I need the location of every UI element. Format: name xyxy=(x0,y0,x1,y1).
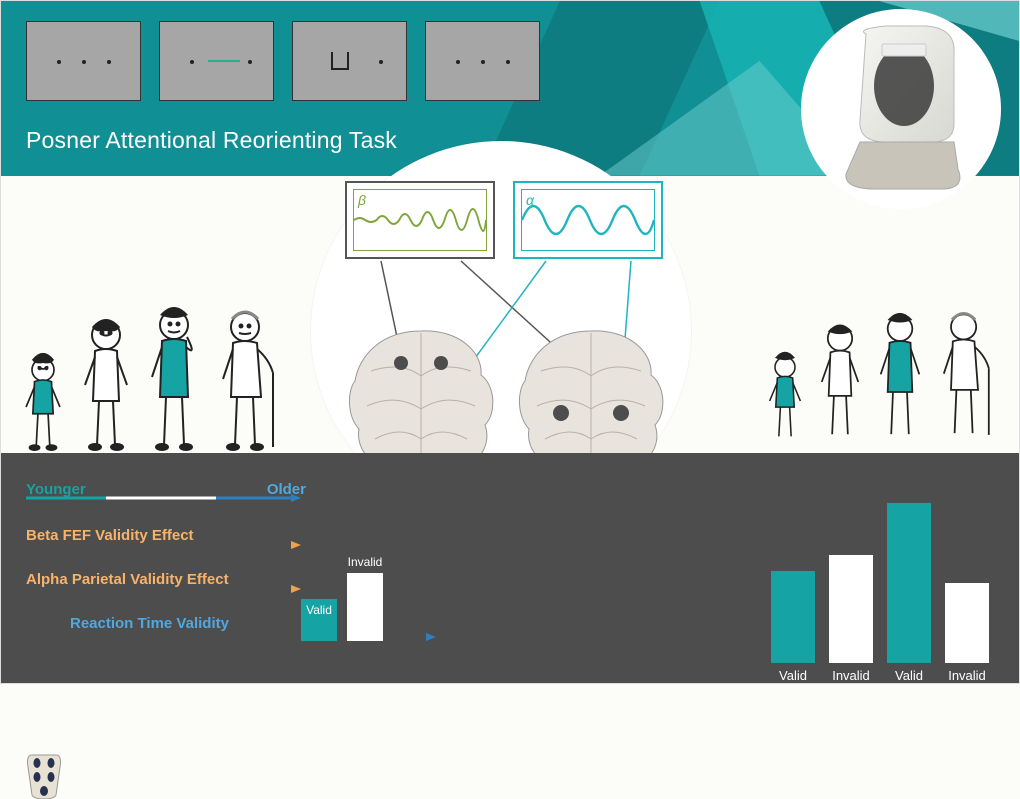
task-screen-3 xyxy=(292,21,407,101)
gradient-arrow-icon xyxy=(26,585,301,593)
alpha-roi-left xyxy=(553,405,569,421)
bar-invalid: Invalid xyxy=(829,555,873,663)
people-right xyxy=(761,301,1005,441)
person-adult-icon xyxy=(141,301,207,451)
people-left xyxy=(15,301,291,451)
meg-device-icon xyxy=(826,24,976,194)
mini-bar-chart: Valid Invalid xyxy=(301,573,383,641)
legend-row-beta: Beta FEF Validity Effect xyxy=(26,515,406,555)
bar-valid: Valid xyxy=(301,599,337,641)
bottom-panel: Younger Older Beta FEF Validity Effect xyxy=(1,453,1019,683)
bar-valid: Valid xyxy=(887,503,931,663)
big-bar-chart: Valid Invalid Valid Invalid xyxy=(771,503,989,663)
task-screens xyxy=(26,21,540,101)
beta-roi-left xyxy=(394,356,408,370)
person-young-icon xyxy=(813,316,867,441)
axis-arrow-icon xyxy=(26,493,301,503)
gradient-arrow-icon xyxy=(26,541,301,549)
cue-arrow-icon xyxy=(208,60,240,62)
person-elderly-icon xyxy=(211,301,291,451)
response-pad-icon xyxy=(26,753,62,799)
person-child-icon xyxy=(761,341,809,441)
person-elderly-icon xyxy=(933,301,1005,441)
person-adult-icon xyxy=(871,306,929,441)
task-screen-1 xyxy=(26,21,141,101)
bar-invalid: Invalid xyxy=(347,573,383,641)
task-screen-2 xyxy=(159,21,274,101)
target-icon xyxy=(331,52,349,70)
meg-device-circle xyxy=(801,9,1001,209)
person-young-icon xyxy=(75,311,137,451)
task-screen-4 xyxy=(425,21,540,101)
alpha-roi-right xyxy=(613,405,629,421)
bar-valid: Valid xyxy=(771,571,815,663)
infographic-root: Posner Attentional Reorienting Task β xyxy=(0,0,1020,684)
person-child-icon xyxy=(15,341,71,451)
age-axis: Younger Older xyxy=(26,469,406,509)
bar-invalid: Invalid xyxy=(945,583,989,663)
beta-roi-right xyxy=(434,356,448,370)
